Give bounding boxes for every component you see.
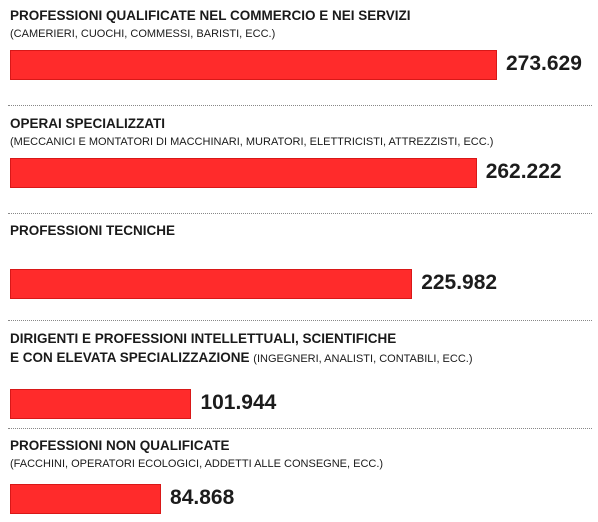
value-label: 262.222 (485, 159, 562, 183)
separator (8, 105, 592, 106)
category-title: PROFESSIONI QUALIFICATE NEL COMMERCIO E … (10, 8, 411, 23)
category-header: PROFESSIONI NON QUALIFICATE (FACCHINI, OP… (10, 436, 595, 474)
category-title: PROFESSIONI TECNICHE (10, 223, 176, 238)
bar (10, 484, 162, 514)
value-label: 225.982 (421, 271, 498, 294)
separator (8, 320, 592, 321)
category-section: OPERAI SPECIALIZZATI (MECCANICI E MONTATO… (0, 106, 598, 214)
category-section: PROFESSIONI QUALIFICATE NEL COMMERCIO E … (0, 0, 598, 106)
category-title: PROFESSIONI NON QUALIFICATE (10, 438, 230, 453)
category-header: PROFESSIONI TECNICHE (10, 221, 595, 240)
separator (8, 427, 592, 429)
bar (10, 388, 192, 419)
value-label: 101.944 (200, 390, 277, 414)
category-header: DIRIGENTI E PROFESSIONI INTELLETTUALI, S… (10, 329, 595, 369)
bar (10, 50, 497, 80)
category-title: DIRIGENTI E PROFESSIONI INTELLETTUALI, S… (10, 330, 397, 365)
category-description: (MECCANICI E MONTATORI DI MACCHINARI, MU… (10, 135, 494, 148)
bar (10, 269, 413, 299)
value-label: 84.868 (170, 486, 235, 509)
category-header: OPERAI SPECIALIZZATI (MECCANICI E MONTATO… (10, 114, 595, 152)
category-header: PROFESSIONI QUALIFICATE NEL COMMERCIO E … (10, 6, 595, 44)
separator (8, 212, 592, 214)
category-description: (FACCHINI, OPERATORI ECOLOGICI, ADDETTI … (10, 458, 384, 470)
category-description: (INGEGNERI, ANALISTI, CONTABILI, ECC.) (253, 352, 473, 365)
category-section: PROFESSIONI NON QUALIFICATE (FACCHINI, OP… (0, 428, 598, 522)
category-description: (CAMERIERI, CUOCHI, COMMESSI, BARISTI, E… (10, 28, 276, 40)
value-label: 273.629 (506, 52, 582, 75)
bar (10, 157, 477, 188)
category-section: DIRIGENTI E PROFESSIONI INTELLETTUALI, S… (0, 321, 598, 429)
category-section: PROFESSIONI TECNICHE 225.982 (0, 213, 598, 321)
category-title: OPERAI SPECIALIZZATI (10, 115, 166, 131)
